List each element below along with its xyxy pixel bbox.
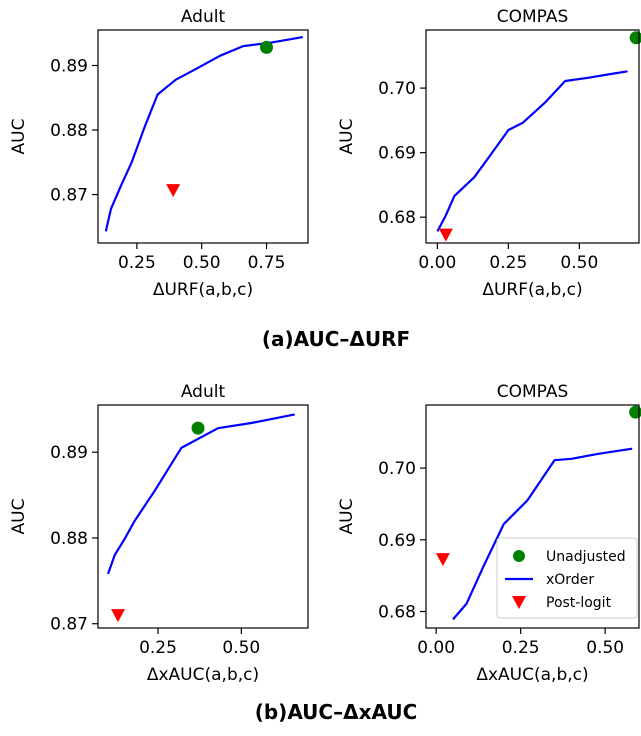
x-tick-label: 0.00 — [417, 638, 455, 658]
x-tick-label: 0.00 — [418, 253, 456, 273]
chart-title: Adult — [181, 382, 226, 402]
caption-a: (a)AUC–ΔURF — [262, 327, 410, 351]
point-unadjusted — [191, 421, 205, 435]
plot-area-frame — [97, 404, 309, 629]
y-tick-label: 0.88 — [50, 121, 88, 141]
plot-area-frame — [97, 29, 309, 244]
x-tick-label: 0.25 — [139, 638, 177, 658]
y-tick-label: 0.89 — [50, 443, 88, 463]
y-tick-label: 0.68 — [378, 603, 416, 623]
x-tick-label: 0.25 — [118, 253, 156, 273]
series-line-xorder — [104, 36, 303, 232]
y-axis-label: AUC — [337, 119, 357, 155]
y-tick-label: 0.88 — [50, 529, 88, 549]
y-axis-label: AUC — [9, 499, 29, 535]
y-tick-label: 0.69 — [378, 531, 416, 551]
y-tick-label: 0.70 — [378, 79, 416, 99]
chart-title: Adult — [181, 7, 226, 27]
chart-title: COMPAS — [497, 382, 569, 402]
legend-label-unadjusted: Unadjusted — [546, 549, 626, 565]
legend-label-xorder: xOrder — [546, 572, 594, 588]
x-axis-label: ΔURF(a,b,c) — [482, 280, 582, 300]
point-post-logit — [435, 553, 450, 567]
point-post-logit — [438, 228, 453, 242]
point-unadjusted — [629, 405, 641, 419]
chart-panel: COMPAS ΔURF(a,b,c) AUC 0.00 0.25 0.50 0.68 0.69… — [337, 7, 641, 300]
x-tick-label: 0.50 — [183, 253, 221, 273]
chart-panel: Adult ΔURF(a,b,c) AUC 0.25 0.50 0.75 0.87 0.88 0… — [9, 7, 309, 300]
point-unadjusted — [260, 40, 274, 54]
point-post-logit — [166, 184, 181, 198]
y-tick-label: 0.89 — [50, 57, 88, 77]
x-tick-label: 0.50 — [586, 638, 624, 658]
x-tick-label: 0.50 — [222, 638, 260, 658]
y-tick-label: 0.87 — [50, 186, 88, 206]
point-unadjusted — [629, 31, 641, 45]
y-tick-label: 0.69 — [378, 144, 416, 164]
point-post-logit — [111, 609, 125, 623]
series-line-xorder — [452, 447, 633, 621]
legend-box — [496, 537, 638, 619]
y-tick-label: 0.68 — [378, 208, 416, 228]
legend: Unadjusted xOrder Post-logit — [496, 537, 638, 619]
x-axis-label: ΔURF(a,b,c) — [153, 280, 253, 300]
y-axis-label: AUC — [9, 119, 29, 155]
legend-marker-unadjusted — [513, 550, 525, 562]
plot-area-frame — [425, 29, 640, 244]
chart-panel: Adult ΔxAUC(a,b,c) AUC 0.25 0.50 0.87 0.88 0.89 — [9, 382, 309, 685]
series-line-xorder — [106, 413, 295, 575]
legend-label-post-logit: Post-logit — [546, 595, 612, 611]
plot-area-frame — [425, 404, 640, 629]
y-tick-label: 0.87 — [50, 615, 88, 635]
x-axis-label: ΔxAUC(a,b,c) — [476, 665, 588, 685]
x-tick-label: 0.25 — [489, 253, 527, 273]
legend-marker-post-logit — [512, 596, 526, 609]
y-tick-label: 0.70 — [378, 459, 416, 479]
x-tick-label: 0.75 — [248, 253, 286, 273]
y-axis-label: AUC — [337, 499, 357, 535]
x-axis-label: ΔxAUC(a,b,c) — [147, 665, 259, 685]
series-line-xorder — [436, 70, 628, 232]
caption-b: (b)AUC–ΔxAUC — [255, 700, 418, 724]
x-tick-label: 0.50 — [560, 253, 598, 273]
chart-title: COMPAS — [497, 7, 569, 27]
x-tick-label: 0.25 — [502, 638, 540, 658]
chart-panel: COMPAS ΔxAUC(a,b,c) AUC 0.00 0.25 0.50 0.68 0.6… — [337, 382, 641, 685]
